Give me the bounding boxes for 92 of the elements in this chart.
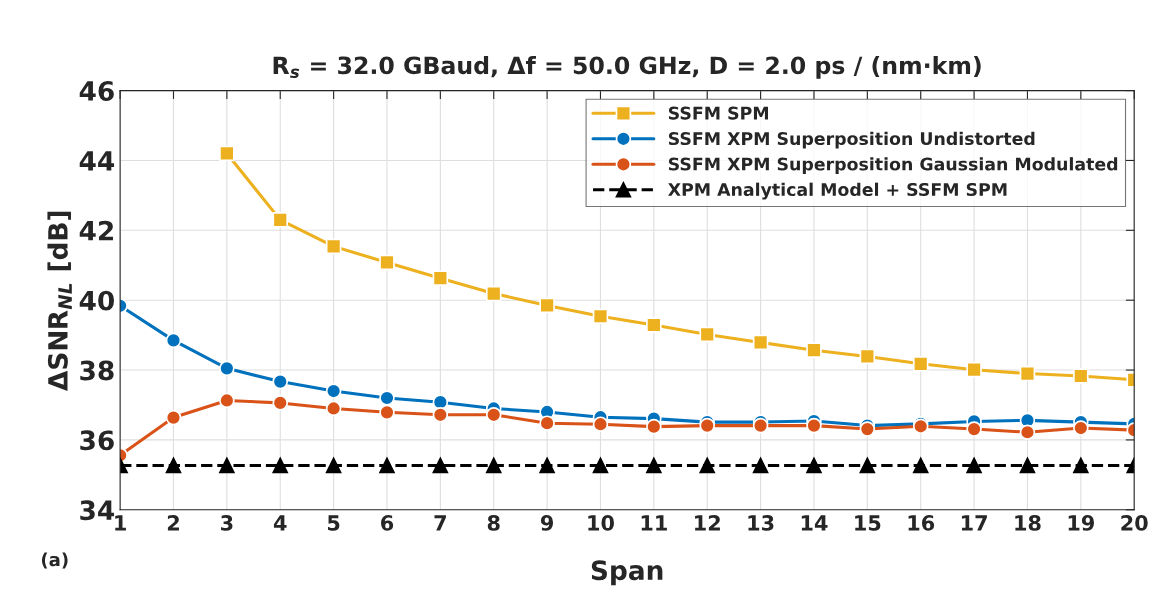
point [752,457,769,474]
point [379,254,395,271]
y-tick-label: 40 [79,290,114,311]
point [592,416,609,432]
x-tick-label: 12 [695,515,720,531]
point [966,457,982,474]
point [272,457,289,474]
point [806,342,822,358]
point [165,409,182,426]
point [912,457,929,474]
point [859,348,876,365]
text: (a) [41,552,68,569]
point [272,373,289,390]
point [539,415,555,431]
point [859,421,876,437]
y-tick-label: 38 [80,360,114,381]
point [432,270,449,286]
x-tick-label: 3 [221,515,233,531]
y-axis-title: ΔSNR$_{NL}$ [dB] [47,211,72,391]
point [325,383,342,399]
point [752,334,769,351]
point [219,145,235,162]
x-axis-title: Span [591,560,663,586]
point [966,421,982,437]
point [859,457,876,474]
point [325,400,342,417]
x-tick-label: 7 [434,515,446,531]
point [165,332,182,349]
point [325,457,342,474]
point [485,406,502,423]
point [592,308,609,325]
x-tick-label: 17 [961,515,987,531]
y-tick-label: 36 [80,430,114,451]
x-tick-label: 6 [381,515,394,531]
point [1073,420,1089,436]
point [432,457,449,474]
point [1019,365,1036,382]
x-tick-label: 5 [327,515,340,531]
x-tick-label: 20 [1121,515,1148,531]
point [1019,424,1036,441]
y-tick-label: 46 [79,81,114,101]
point [646,457,662,474]
x-tick-label: 1 [115,515,126,531]
y-tick-label: 34 [80,500,115,521]
point [165,457,182,474]
x-tick-label: 14 [801,515,828,531]
x-tick-label: 10 [588,515,614,531]
point [912,355,929,372]
point [325,238,342,255]
point [432,406,449,423]
x-tick-label: 2 [167,515,179,531]
chart-title: R$_{s}$ = 32.0 GBaud, Δf = 50.0 GHz, D = 2.0 ps / (nm·km) [273,55,981,79]
point [646,317,662,333]
point [699,326,716,343]
point [646,418,662,435]
point [485,285,502,302]
legend-label: SSFM XPM Superposition Gaussian Modulated [668,157,1118,174]
point [806,417,822,434]
x-tick-label: 13 [748,515,774,531]
point [379,404,395,421]
point [699,417,716,434]
point [806,457,822,474]
x-tick-label: 11 [641,515,667,531]
x-tick-label: 15 [855,515,881,531]
x-tick-label: 8 [487,515,500,531]
point [539,297,555,314]
point [219,457,235,474]
x-tick-label: 16 [908,515,935,531]
point [1073,368,1089,384]
x-tick-label: 19 [1068,515,1094,531]
point [485,457,502,474]
point [752,417,769,434]
point [1073,457,1089,474]
point [699,457,716,474]
point [379,390,395,406]
point [592,457,609,474]
point [219,360,235,377]
x-tick-label: 4 [273,515,287,531]
point [539,457,555,474]
point [219,392,235,409]
point [272,212,289,228]
y-tick-label: 42 [79,220,113,241]
legend-label: XPM Analytical Model + SSFM SPM [668,182,1007,200]
x-tick-label: 18 [1015,515,1041,531]
legend-label: SSFM XPM Superposition Undistorted [668,131,1035,149]
point [379,457,395,474]
legend-label: SSFM SPM [668,106,768,120]
point [272,395,289,411]
x-tick-label: 9 [540,515,554,531]
point [966,361,982,378]
y-tick-label: 44 [79,151,115,171]
point [1019,457,1036,474]
